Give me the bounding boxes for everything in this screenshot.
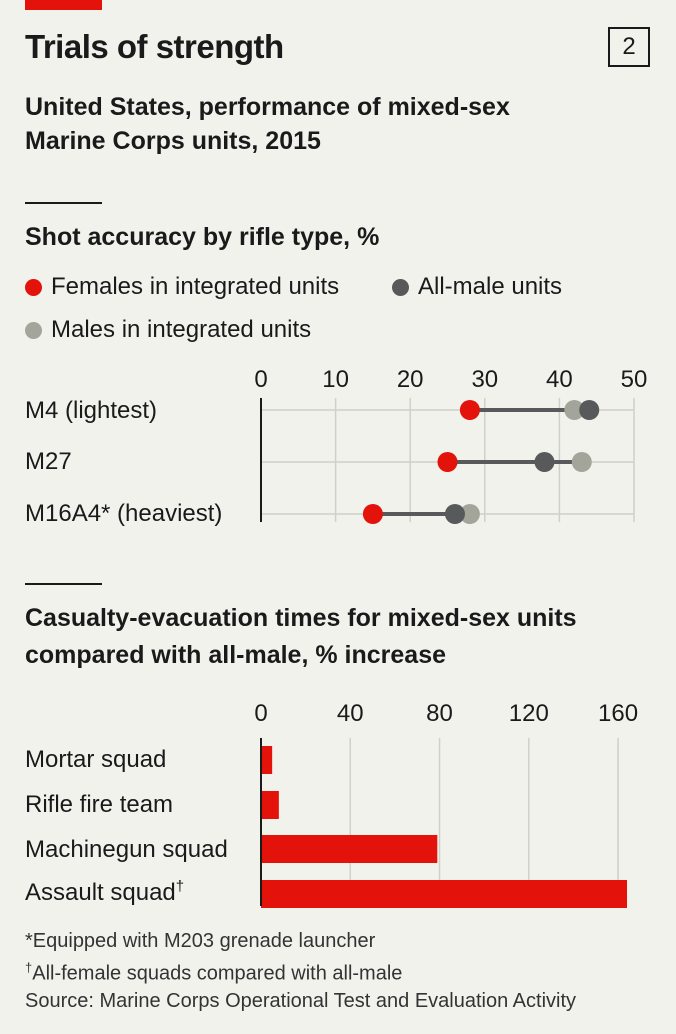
- evac-row-label: Mortar squad: [25, 746, 167, 773]
- accuracy-dot: [459, 504, 480, 524]
- accuracy-dot: [564, 400, 585, 420]
- chart-title: Trials of strength: [25, 28, 284, 65]
- accuracy-dot: [437, 452, 458, 472]
- legend-item-all-male: All-male units: [392, 273, 562, 301]
- evac-row-label-text: Assault squad: [25, 879, 176, 906]
- evac-bar: [261, 791, 279, 819]
- evac-tick-label: 160: [598, 700, 639, 727]
- accuracy-row-label: M4 (lightest): [25, 397, 158, 424]
- evac-row-label: Rifle fire team: [25, 791, 174, 818]
- legend-label-males-integrated: Males in integrated units: [51, 316, 312, 343]
- accuracy-dot: [534, 452, 555, 472]
- evac-tick-label: 0: [254, 700, 268, 727]
- footnote-dagger: †: [25, 960, 33, 975]
- evac-tick-label: 40: [336, 700, 364, 727]
- legend-dot-females: [25, 278, 42, 296]
- dagger-mark: †: [175, 878, 185, 895]
- evac-bar: [261, 746, 273, 774]
- accuracy-tick-label: 50: [620, 366, 648, 393]
- footnote-female: †All-female squads compared with all-mal…: [25, 960, 402, 986]
- accuracy-tick-label: 20: [396, 366, 424, 393]
- legend-dot-all-male: [392, 278, 409, 296]
- accuracy-row-label: M27: [25, 448, 72, 475]
- legend-item-males-integrated: Males in integrated units: [25, 316, 311, 344]
- evacuation-section-title: Casualty-evacuation times for mixed-sex …: [25, 604, 577, 669]
- accuracy-dot: [571, 452, 592, 472]
- legend-item-females: Females in integrated units: [25, 273, 339, 301]
- evac-bar: [261, 835, 438, 863]
- legend-dot-males-integrated: [25, 321, 42, 339]
- footnote-female-text: All-female squads compared with all-male: [32, 962, 403, 985]
- accuracy-tick-label: 10: [322, 366, 349, 393]
- legend-label-females: Females in integrated units: [51, 273, 340, 300]
- accuracy-dot: [444, 504, 465, 524]
- accuracy-tick-label: 40: [546, 366, 573, 393]
- section-rule-evacuation: [25, 583, 102, 585]
- accuracy-section-title: Shot accuracy by rifle type, %: [25, 223, 380, 251]
- evac-bar: [261, 880, 627, 908]
- chart-number-badge: 2: [608, 27, 650, 67]
- footnote-rifle: *Equipped with M203 grenade launcher: [25, 930, 376, 952]
- evac-tick-label: 120: [508, 700, 549, 727]
- chart-subtitle: United States, performance of mixed-sex …: [25, 93, 510, 155]
- evac-tick-label: 80: [426, 700, 453, 727]
- brand-red-tag: [25, 0, 102, 10]
- legend-label-all-male: All-male units: [418, 273, 563, 300]
- accuracy-dot: [579, 400, 600, 420]
- evac-row-label: Assault squad†: [25, 878, 184, 907]
- accuracy-dot: [459, 400, 480, 420]
- accuracy-tick-label: 0: [254, 366, 268, 393]
- accuracy-tick-label: 30: [471, 366, 499, 393]
- evac-row-label: Machinegun squad: [25, 836, 228, 863]
- accuracy-dot: [362, 504, 383, 524]
- source-note: Source: Marine Corps Operational Test an…: [25, 990, 577, 1012]
- accuracy-row-label: M16A4* (heaviest): [25, 500, 223, 527]
- section-rule-accuracy: [25, 202, 102, 204]
